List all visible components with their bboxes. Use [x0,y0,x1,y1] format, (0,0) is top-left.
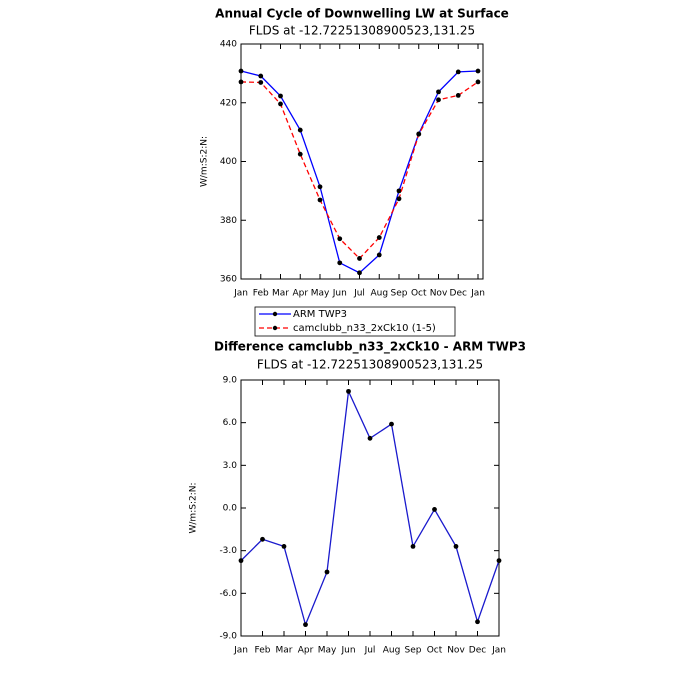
chart-subtitle: FLDS at -12.72251308900523,131.25 [257,358,483,372]
x-tick-label: Nov [447,646,465,656]
data-point [260,536,265,542]
legend-label: camclubb_n33_2xCk10 (1-5) [293,323,436,334]
y-tick-label: -9.0 [219,632,237,642]
data-point [396,196,402,202]
y-tick-label: 440 [220,40,237,50]
x-tick-label: Nov [430,289,448,299]
x-tick-label: Jul [353,289,365,299]
chart-title: Difference camclubb_n33_2xCk10 - ARM TWP… [214,340,526,355]
x-tick-label: Mar [276,646,293,656]
data-point [238,558,244,564]
data-line [240,70,479,274]
x-tick-label: Sep [405,646,422,656]
plot-frame [240,43,484,280]
data-point [453,544,459,549]
data-point [475,619,480,625]
data-point [376,252,382,258]
legend-box [254,306,456,337]
y-tick-label: 6.0 [223,418,238,428]
data-point [317,197,323,203]
data-point [432,507,437,512]
data-point [475,79,481,85]
x-tick-label: Dec [469,646,486,656]
x-tick-label: Oct [411,289,427,299]
legend-marker [272,311,278,317]
data-point [258,73,264,79]
plot-frame [240,379,500,637]
x-tick-label: Dec [450,289,467,299]
data-point [357,256,362,261]
data-point [278,101,283,107]
data-point [258,80,264,85]
y-tick-label: 360 [220,275,237,285]
data-point [367,435,373,441]
x-tick-label: Mar [272,289,289,299]
legend-label: ARM TWP3 [293,309,347,320]
x-tick-label: Oct [427,646,443,656]
data-point [416,131,422,137]
y-tick-label: 400 [220,157,237,167]
data-point [238,68,244,74]
data-point [496,558,502,564]
data-point [475,68,481,74]
x-tick-label: Aug [370,289,388,299]
data-point [357,270,362,276]
x-tick-label: Jul [364,646,376,656]
x-tick-label: Jan [233,646,248,656]
data-point [281,544,287,549]
data-point [455,93,461,98]
y-tick-label: 3.0 [223,461,238,471]
data-line [240,389,500,627]
x-tick-label: Feb [255,646,271,656]
data-point [346,388,351,394]
y-axis-label: W/m:S:2:N: [189,483,199,534]
data-point [337,236,343,242]
data-point [389,421,394,427]
x-tick-label: Aug [383,646,401,656]
data-point [297,127,303,133]
y-tick-label: 9.0 [223,376,238,386]
y-tick-label: 420 [220,98,237,108]
data-point [396,188,402,194]
data-point [455,69,461,75]
data-point [324,569,330,575]
data-point [297,151,303,157]
y-axis-label: W/m:S:2:N: [200,136,210,187]
data-line [240,81,479,260]
data-point [337,260,343,266]
x-tick-label: Jan [233,289,248,299]
data-point [303,622,308,628]
chart-subtitle: FLDS at -12.72251308900523,131.25 [249,24,475,38]
data-point [317,184,323,190]
data-point [376,235,382,240]
x-tick-label: Feb [253,289,269,299]
x-tick-label: Apr [298,646,314,656]
x-tick-label: Jan [470,289,485,299]
y-tick-label: -3.0 [219,546,237,556]
data-point [278,93,283,99]
x-tick-label: Jun [340,646,355,656]
x-tick-label: May [318,646,337,656]
data-point [436,89,441,95]
data-point [410,544,416,549]
x-tick-label: May [311,289,330,299]
x-tick-label: Jan [491,646,506,656]
y-tick-label: 0.0 [223,504,238,514]
x-tick-label: Apr [292,289,308,299]
x-tick-label: Sep [391,289,408,299]
x-tick-label: Jun [332,289,347,299]
y-tick-label: -6.0 [219,589,237,599]
y-tick-label: 380 [220,216,237,226]
legend-marker [272,325,278,331]
chart-title: Annual Cycle of Downwelling LW at Surfac… [215,7,509,21]
data-point [436,97,441,103]
data-point [238,79,244,85]
